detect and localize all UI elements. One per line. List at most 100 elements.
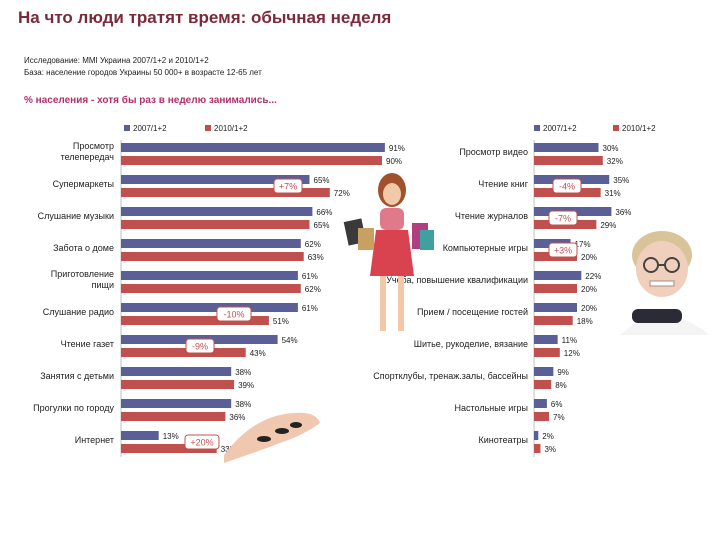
legend-label-1: 2010/1+2 (214, 124, 248, 133)
bar-2007 (534, 431, 539, 440)
change-badge (273, 178, 303, 194)
bar-2007 (121, 431, 159, 440)
category-label: Компьютерные игры (443, 243, 528, 253)
data-label: 3% (544, 445, 556, 454)
category-label: Прием / посещение гостей (417, 307, 528, 317)
category-label: Просмотр видео (459, 147, 528, 157)
data-label: 30% (603, 144, 619, 153)
data-label: 11% (562, 336, 577, 345)
data-label: 66% (316, 208, 332, 217)
shopping-woman-image (343, 173, 434, 331)
change-badge-label: -4% (559, 182, 575, 192)
change-badge-label: -9% (192, 342, 208, 352)
change-badge (216, 306, 252, 322)
category-label: Учеба, повышение квалификации (386, 275, 528, 285)
change-badge (548, 242, 578, 258)
data-label: 29% (600, 221, 616, 230)
bar-2007 (121, 207, 313, 216)
data-label: 65% (314, 221, 330, 230)
data-label: 61% (302, 304, 318, 313)
change-badge (184, 434, 220, 450)
legend-swatch-1 (205, 125, 211, 131)
bar-2007 (121, 239, 301, 248)
data-label: 20% (581, 285, 597, 294)
hand-with-mouse-image (224, 412, 320, 463)
data-label: 62% (305, 240, 321, 249)
bar-2010 (121, 284, 301, 293)
category-label: Слушание радио (43, 307, 114, 317)
bar-2010 (121, 316, 269, 325)
bar-2010 (121, 188, 330, 197)
data-label: 61% (302, 272, 318, 281)
data-label: 2% (542, 432, 554, 441)
change-badge-label: -10% (223, 310, 244, 320)
data-label: 20% (581, 304, 597, 313)
category-label: Настольные игры (454, 403, 528, 413)
bar-2010 (121, 444, 217, 453)
data-label: 9% (557, 368, 569, 377)
data-label: 8% (555, 381, 567, 390)
category-label: Забота о доме (53, 243, 114, 253)
category-label: Шитье, рукоделие, вязание (414, 339, 528, 349)
change-badge-label: +3% (554, 246, 572, 256)
bar-2010 (534, 444, 541, 453)
category-label: Прогулки по городу (33, 403, 114, 413)
bar-2010 (121, 412, 226, 421)
bar-2010 (534, 156, 603, 165)
data-label: 65% (314, 176, 330, 185)
data-label: 63% (308, 253, 324, 262)
bar-2007 (534, 367, 554, 376)
data-label: 20% (581, 253, 597, 262)
bar-2010 (121, 348, 246, 357)
bar-2007 (121, 303, 298, 312)
bar-2010 (534, 412, 550, 421)
page-title: На что люди тратят время: обычная неделя (18, 8, 392, 27)
bar-2007 (534, 271, 582, 280)
bar-2007 (534, 399, 547, 408)
bar-2010 (121, 220, 310, 229)
legend-swatch-1 (613, 125, 619, 131)
study-note: Исследование: MMI Украина 2007/1+2 и 201… (24, 56, 209, 65)
category-label: Кинотеатры (479, 435, 528, 445)
bar-2010 (121, 156, 382, 165)
data-label: 31% (605, 189, 621, 198)
data-label: 36% (615, 208, 631, 217)
data-label: 91% (389, 144, 405, 153)
boy-gamer-image (620, 231, 710, 335)
bar-2010 (534, 284, 577, 293)
data-label: 32% (607, 157, 623, 166)
bar-2010 (121, 252, 304, 261)
change-badge-label: +7% (279, 182, 297, 192)
legend-label-0: 2007/1+2 (133, 124, 167, 133)
data-label: 38% (235, 368, 251, 377)
data-label: 6% (551, 400, 563, 409)
category-label: Занятия с детьми (40, 371, 114, 381)
legend-label-0: 2007/1+2 (543, 124, 577, 133)
category-label: Слушание музыки (38, 211, 114, 221)
data-label: 36% (229, 413, 245, 422)
bar-2010 (121, 380, 235, 389)
chart-subtitle: % населения - хотя бы раз в неделю заним… (24, 95, 277, 106)
category-label: Чтение книг (478, 179, 528, 189)
data-label: 51% (273, 317, 289, 326)
data-label: 39% (238, 381, 254, 390)
bar-2007 (534, 303, 577, 312)
legend-swatch-0 (124, 125, 130, 131)
category-label: Супермаркеты (53, 179, 114, 189)
bar-2007 (121, 271, 298, 280)
data-label: 90% (386, 157, 402, 166)
change-badge-label: -7% (555, 214, 571, 224)
data-label: 17% (575, 240, 591, 249)
bar-2010 (534, 348, 560, 357)
category-label: Чтение газет (61, 339, 114, 349)
data-label: 22% (585, 272, 601, 281)
bar-2007 (121, 143, 385, 152)
change-badge (552, 178, 582, 194)
legend-label-1: 2010/1+2 (622, 124, 656, 133)
category-label: пищи (92, 280, 114, 290)
change-badge-label: +20% (190, 438, 213, 448)
category-label: Просмотр (73, 141, 114, 151)
data-label: 72% (334, 189, 350, 198)
bar-2010 (534, 316, 573, 325)
bar-2010 (534, 380, 552, 389)
